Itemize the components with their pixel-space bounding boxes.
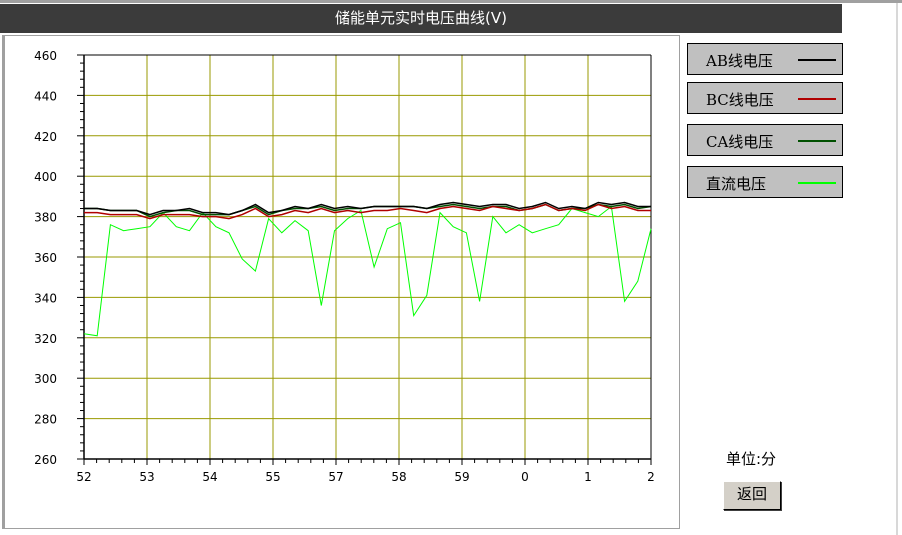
x-tick-label: 52 bbox=[76, 470, 91, 484]
x-tick-label: 55 bbox=[265, 470, 280, 484]
legend-label: 直流电压 bbox=[706, 175, 767, 193]
voltage-chart: 260 280 300 320 340 360 380 400 420 440 460 52 53 54 5… bbox=[34, 49, 655, 484]
series-line-ab bbox=[84, 201, 651, 216]
legend-swatch bbox=[798, 182, 836, 184]
legend-swatch bbox=[798, 59, 836, 61]
y-tick-label: 300 bbox=[34, 372, 57, 386]
y-tick-label: 380 bbox=[34, 211, 57, 225]
legend-label: BC线电压 bbox=[706, 91, 774, 109]
y-tick-label: 440 bbox=[34, 89, 57, 103]
legend-dc[interactable]: 直流电压 bbox=[687, 166, 843, 198]
y-tick-label: 320 bbox=[34, 332, 57, 346]
x-tick-label: 54 bbox=[202, 470, 217, 484]
y-tick-label: 260 bbox=[34, 453, 57, 467]
legend-ca[interactable]: CA线电压 bbox=[687, 124, 843, 156]
legend-swatch bbox=[798, 140, 836, 142]
page-title: 储能单元实时电压曲线(V) bbox=[0, 4, 842, 33]
series-line-bc bbox=[84, 203, 651, 220]
x-tick-label: 1 bbox=[584, 470, 592, 484]
legend-swatch bbox=[798, 98, 836, 100]
legend-label: AB线电压 bbox=[706, 52, 773, 70]
x-tick-label: 2 bbox=[647, 470, 655, 484]
chart-panel: 260 280 300 320 340 360 380 400 420 440 460 52 53 54 5… bbox=[2, 35, 680, 529]
window-right-border bbox=[896, 3, 898, 535]
x-tick-label: 53 bbox=[139, 470, 154, 484]
window-top-border bbox=[0, 0, 902, 3]
back-button[interactable]: 返回 bbox=[723, 481, 781, 510]
x-tick-label: 0 bbox=[521, 470, 529, 484]
legend-ab[interactable]: AB线电压 bbox=[687, 43, 843, 75]
y-tick-label: 420 bbox=[34, 130, 57, 144]
series-line-dc bbox=[83, 205, 652, 337]
y-tick-label: 400 bbox=[34, 170, 57, 184]
x-tick-label: 57 bbox=[328, 470, 343, 484]
x-tick-label: 58 bbox=[391, 470, 406, 484]
legend-bc[interactable]: BC线电压 bbox=[687, 82, 843, 114]
y-tick-label: 360 bbox=[34, 251, 57, 265]
y-tick-label: 280 bbox=[34, 413, 57, 427]
legend-label: CA线电压 bbox=[706, 133, 774, 151]
y-tick-label: 460 bbox=[34, 49, 57, 63]
unit-label: 单位:分 bbox=[726, 450, 777, 468]
x-tick-label: 59 bbox=[454, 470, 469, 484]
y-tick-label: 340 bbox=[34, 291, 57, 305]
